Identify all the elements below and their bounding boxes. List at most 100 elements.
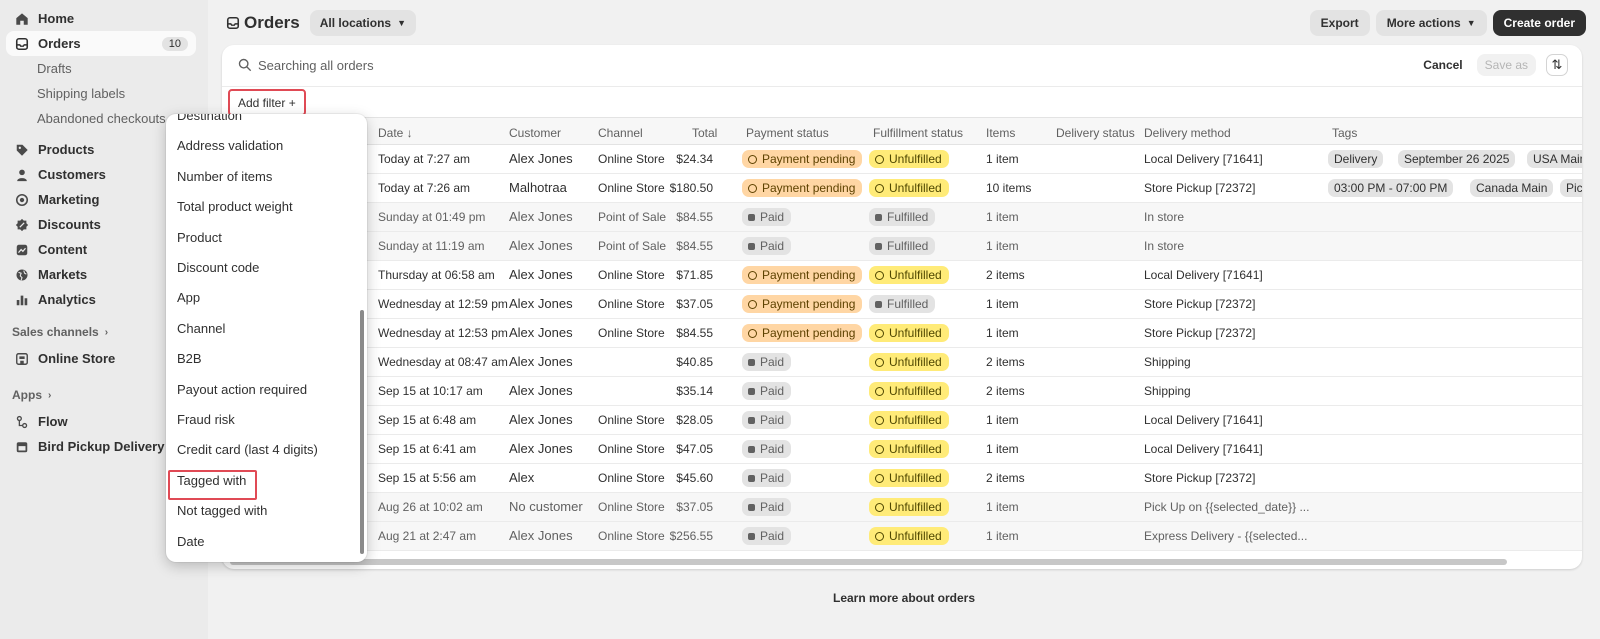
payment-status-badge: Paid <box>742 469 792 487</box>
order-customer: Alex Jones <box>509 267 573 282</box>
order-items: 1 item <box>986 239 1019 253</box>
save-as-button[interactable]: Save as <box>1476 54 1536 76</box>
sales-channels-header[interactable]: Sales channels › <box>12 322 208 342</box>
nav-flow[interactable]: Flow <box>6 409 196 434</box>
nav-abandoned-checkouts[interactable]: Abandoned checkouts <box>37 111 166 126</box>
table-row[interactable]: Aug 21 at 2:47 am Alex Jones Online Store $… <box>222 522 1582 551</box>
filter-option-channel[interactable]: Channel <box>177 320 226 336</box>
filter-option-date[interactable]: Date <box>177 533 205 549</box>
table-row[interactable]: Aug 26 at 10:02 am No customer Online Stor… <box>222 493 1582 522</box>
nav-home[interactable]: Home <box>6 6 196 31</box>
apps-header[interactable]: Apps › <box>12 385 208 405</box>
nav-shipping-labels[interactable]: Shipping labels <box>37 86 126 101</box>
order-tag: Canada Main <box>1470 179 1554 197</box>
cancel-button[interactable]: Cancel <box>1423 58 1463 72</box>
fulfillment-status-badge-label: Unfulfilled <box>889 152 942 166</box>
table-row[interactable]: Sep 15 at 6:41 am Alex Jones Online Store $… <box>222 435 1582 464</box>
filter-option-discount-code[interactable]: Discount code <box>177 260 260 275</box>
filter-option-b2b[interactable]: B2B <box>177 351 202 367</box>
order-items: 1 item <box>986 413 1019 427</box>
filter-option-not-tagged-with[interactable]: Not tagged with <box>177 503 268 519</box>
payment-status-badge: Paid <box>742 237 792 255</box>
filter-option-app[interactable]: App <box>177 290 201 306</box>
table-row[interactable]: Sep 15 at 10:17 am Alex Jones $35.14 Paid Un… <box>222 377 1582 406</box>
sort-icon[interactable]: ⇅ <box>1546 54 1568 76</box>
nav-markets-label: Markets <box>38 267 88 282</box>
order-date: Aug 21 at 2:47 am <box>378 529 477 543</box>
order-total: $84.55 <box>676 210 713 224</box>
filter-option-number-of-items[interactable]: Number of items <box>177 168 273 184</box>
fulfillment-status-badge-label: Unfulfilled <box>889 384 942 398</box>
filter-option-tagged-with[interactable]: Tagged with <box>177 472 247 488</box>
table-row[interactable]: Sep 15 at 6:48 am Alex Jones Online Store $… <box>222 406 1582 435</box>
order-customer: Alex Jones <box>509 528 573 543</box>
filter-option-total-product-weight[interactable]: Total product weight <box>177 199 293 215</box>
chevron-right-icon: › <box>48 389 52 401</box>
nav-analytics[interactable]: Analytics <box>6 287 196 312</box>
status-dot-icon <box>875 502 884 512</box>
filter-option-fraud-risk[interactable]: Fraud risk <box>177 412 235 427</box>
tagged-with-highlight <box>168 470 257 500</box>
table-row[interactable]: Wednesday at 12:59 pm Alex Jones Online St… <box>222 290 1582 319</box>
nav-content[interactable]: Content <box>6 237 196 262</box>
fulfillment-status-badge-label: Fulfilled <box>887 239 929 253</box>
nav-discounts[interactable]: Discounts <box>6 212 196 237</box>
filter-option-credit-card-last-4-digits[interactable]: Credit card (last 4 digits) <box>177 442 318 458</box>
order-customer: Alex Jones <box>509 238 573 253</box>
order-total: $37.05 <box>676 297 713 311</box>
nav-markets[interactable]: Markets <box>6 262 196 287</box>
nav-orders[interactable]: Orders 10 <box>6 31 196 56</box>
payment-status-badge: Payment pending <box>742 179 863 197</box>
payment-status-badge: Payment pending <box>742 150 863 168</box>
payment-status-badge-label: Payment pending <box>762 268 856 282</box>
order-items: 2 items <box>986 384 1025 398</box>
create-order-button[interactable]: Create order <box>1492 10 1586 36</box>
status-dot-icon <box>748 299 757 309</box>
filter-option-destination[interactable]: Destination <box>177 114 243 123</box>
table-row[interactable]: Thursday at 06:58 am Alex Jones Online Sto… <box>222 261 1582 290</box>
table-row[interactable]: Sep 15 at 5:56 am Alex Online Store $45.60 P… <box>222 464 1582 493</box>
filter-option-product[interactable]: Product <box>177 229 222 245</box>
learn-more-link[interactable]: Learn more about orders <box>832 591 976 605</box>
order-items: 1 item <box>986 500 1019 514</box>
status-dot-icon <box>748 358 755 366</box>
col-date[interactable]: Date ↓ <box>378 126 413 140</box>
filter-option-payout-action-required[interactable]: Payout action required <box>177 381 308 397</box>
filter-option-address-validation[interactable]: Address validation <box>177 138 284 154</box>
order-items: 1 item <box>986 529 1019 543</box>
nav-marketing[interactable]: Marketing <box>6 187 196 212</box>
table-row[interactable]: Today at 7:26 am Malhotraa Online Store $18… <box>222 174 1582 203</box>
fulfillment-status-badge: Unfulfilled <box>869 382 949 400</box>
table-row[interactable]: Sunday at 11:19 am Alex Jones Point of Sal… <box>222 232 1582 261</box>
order-total: $40.85 <box>676 355 713 369</box>
nav-customers[interactable]: Customers <box>6 162 196 187</box>
payment-status-badge: Paid <box>742 208 792 226</box>
horizontal-scrollbar[interactable] <box>230 559 1507 565</box>
nav-drafts[interactable]: Drafts <box>37 61 72 76</box>
sales-channels-label: Sales channels <box>12 325 99 339</box>
add-filter-button[interactable]: Add filter + <box>228 89 306 116</box>
nav-bird-pickup-delivery[interactable]: Bird Pickup Delivery <box>6 434 196 459</box>
order-date: Wednesday at 12:53 pm <box>378 326 508 340</box>
more-actions-button[interactable]: More actions ▼ <box>1375 10 1487 36</box>
table-row[interactable]: Wednesday at 08:47 am Alex Jones $40.85 Pai… <box>222 348 1582 377</box>
search-input[interactable]: Searching all orders <box>258 57 374 73</box>
export-button[interactable]: Export <box>1309 10 1370 36</box>
order-delivery-method: In store <box>1144 239 1185 253</box>
dropdown-scrollbar[interactable] <box>360 310 364 554</box>
nav-online-store[interactable]: Online Store <box>6 346 196 371</box>
target-icon <box>14 192 30 208</box>
order-delivery-method: Pick Up on {{selected_date}} ... <box>1144 500 1310 514</box>
apps-label: Apps <box>12 388 42 402</box>
order-channel: Online Store <box>598 442 665 456</box>
nav-products[interactable]: Products <box>6 137 196 162</box>
table-row[interactable]: Sunday at 01:49 pm Alex Jones Point of Sal… <box>222 203 1582 232</box>
order-customer: Alex <box>509 470 535 485</box>
order-delivery-method: Store Pickup [72372] <box>1144 471 1256 485</box>
table-row[interactable]: Today at 7:27 am Alex Jones Online Store $2… <box>222 145 1582 174</box>
order-total: $180.50 <box>669 181 713 195</box>
table-row[interactable]: Wednesday at 12:53 pm Alex Jones Online St… <box>222 319 1582 348</box>
order-items: 1 item <box>986 326 1019 340</box>
search-bar: Searching all orders Cancel Save as ⇅ <box>222 45 1582 85</box>
location-selector[interactable]: All locations ▼ <box>309 10 417 36</box>
